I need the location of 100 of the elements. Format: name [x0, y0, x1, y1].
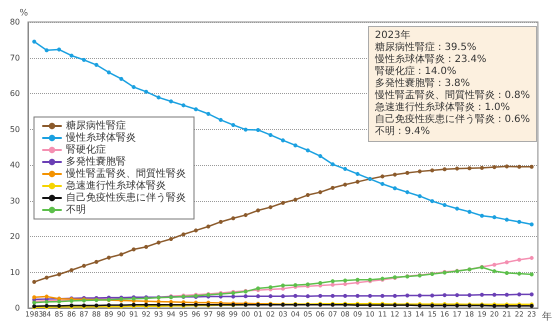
- point: [392, 172, 397, 177]
- point: [44, 48, 49, 52]
- point: [231, 216, 236, 220]
- point: [418, 169, 422, 174]
- point: [504, 260, 509, 264]
- point: [430, 168, 434, 172]
- point: [244, 128, 248, 132]
- point: [32, 40, 36, 44]
- point: [530, 292, 534, 296]
- point: [343, 278, 348, 282]
- annotation: 慢性腎盂腎炎、間質性腎炎 : 0.8%: [374, 90, 530, 102]
- point: [492, 269, 496, 274]
- point: [504, 164, 509, 168]
- y-tick-label: 40: [10, 160, 20, 170]
- point: [480, 292, 484, 297]
- point: [181, 232, 186, 236]
- point: [218, 118, 223, 122]
- y-tick-label: 30: [10, 196, 20, 206]
- legend-label: 急速進行性糸球体腎炎: [65, 180, 166, 192]
- point: [418, 194, 422, 198]
- point: [206, 112, 210, 116]
- point: [280, 138, 285, 142]
- point: [280, 294, 285, 298]
- annotation: 慢性糸球体腎炎 : 23.4%: [374, 54, 488, 66]
- point: [169, 99, 174, 104]
- point: [306, 148, 310, 152]
- point: [468, 293, 472, 298]
- point: [144, 90, 148, 94]
- point: [530, 164, 534, 169]
- point: [144, 244, 148, 249]
- legend-label: 腎硬化症: [66, 144, 106, 156]
- point: [442, 167, 447, 172]
- point: [280, 283, 285, 288]
- point: [517, 292, 522, 296]
- point: [480, 166, 484, 170]
- point: [330, 294, 335, 298]
- point: [492, 262, 496, 267]
- point: [517, 272, 522, 276]
- x-axis-title: 年: [542, 310, 552, 322]
- point: [492, 215, 496, 220]
- point: [343, 182, 348, 187]
- point: [356, 294, 360, 298]
- y-tick-label: 0: [14, 304, 20, 312]
- point: [57, 272, 62, 276]
- point: [530, 272, 534, 276]
- legend-label: 慢性腎盂腎炎、間質性腎炎: [65, 168, 186, 180]
- point: [468, 166, 472, 170]
- point: [218, 220, 223, 224]
- point: [82, 58, 86, 62]
- y-tick-label: 80: [10, 18, 20, 26]
- point: [119, 252, 124, 256]
- point: [293, 294, 298, 298]
- point: [44, 276, 49, 280]
- point: [392, 186, 397, 190]
- legend-label: 自己免疫性疾患に伴う腎炎: [66, 192, 186, 204]
- annotation: 自己免疫性疾患に伴う腎炎 : 0.6%: [374, 114, 530, 126]
- point: [318, 190, 322, 194]
- point: [405, 170, 410, 175]
- point: [405, 190, 410, 194]
- point: [32, 280, 36, 284]
- point: [442, 203, 447, 208]
- point: [94, 62, 98, 67]
- point: [318, 280, 322, 285]
- point: [380, 294, 384, 298]
- annotation: 腎硬化症 : 14.0%: [374, 66, 458, 78]
- point: [244, 294, 248, 298]
- y-tick-label: 10: [10, 268, 20, 277]
- annotation: 2023年: [374, 30, 412, 42]
- point: [293, 143, 298, 148]
- point: [504, 270, 509, 275]
- point: [57, 48, 62, 52]
- point: [504, 292, 509, 297]
- point: [244, 213, 248, 218]
- point: [181, 103, 186, 108]
- point: [256, 128, 260, 132]
- point: [356, 172, 360, 176]
- point: [268, 205, 273, 210]
- point: [318, 154, 322, 158]
- annotation: 多発性嚢胞腎 : 3.8%: [374, 78, 471, 90]
- point: [517, 220, 522, 224]
- point: [268, 132, 273, 137]
- y-tick-label: 60: [10, 89, 20, 98]
- point: [44, 294, 49, 299]
- point: [268, 294, 273, 298]
- point: [380, 174, 384, 178]
- point: [132, 85, 136, 90]
- point: [343, 282, 348, 286]
- point: [343, 166, 348, 171]
- point: [380, 182, 384, 186]
- point: [330, 282, 335, 287]
- point: [480, 214, 484, 218]
- legend-label: 多発性嚢胞腎: [66, 156, 126, 168]
- point: [330, 279, 335, 284]
- y-tick-label: 50: [10, 124, 20, 134]
- point: [306, 294, 310, 298]
- point: [455, 293, 460, 298]
- point: [405, 293, 410, 298]
- point: [70, 268, 74, 272]
- point: [418, 293, 422, 298]
- point: [82, 264, 86, 268]
